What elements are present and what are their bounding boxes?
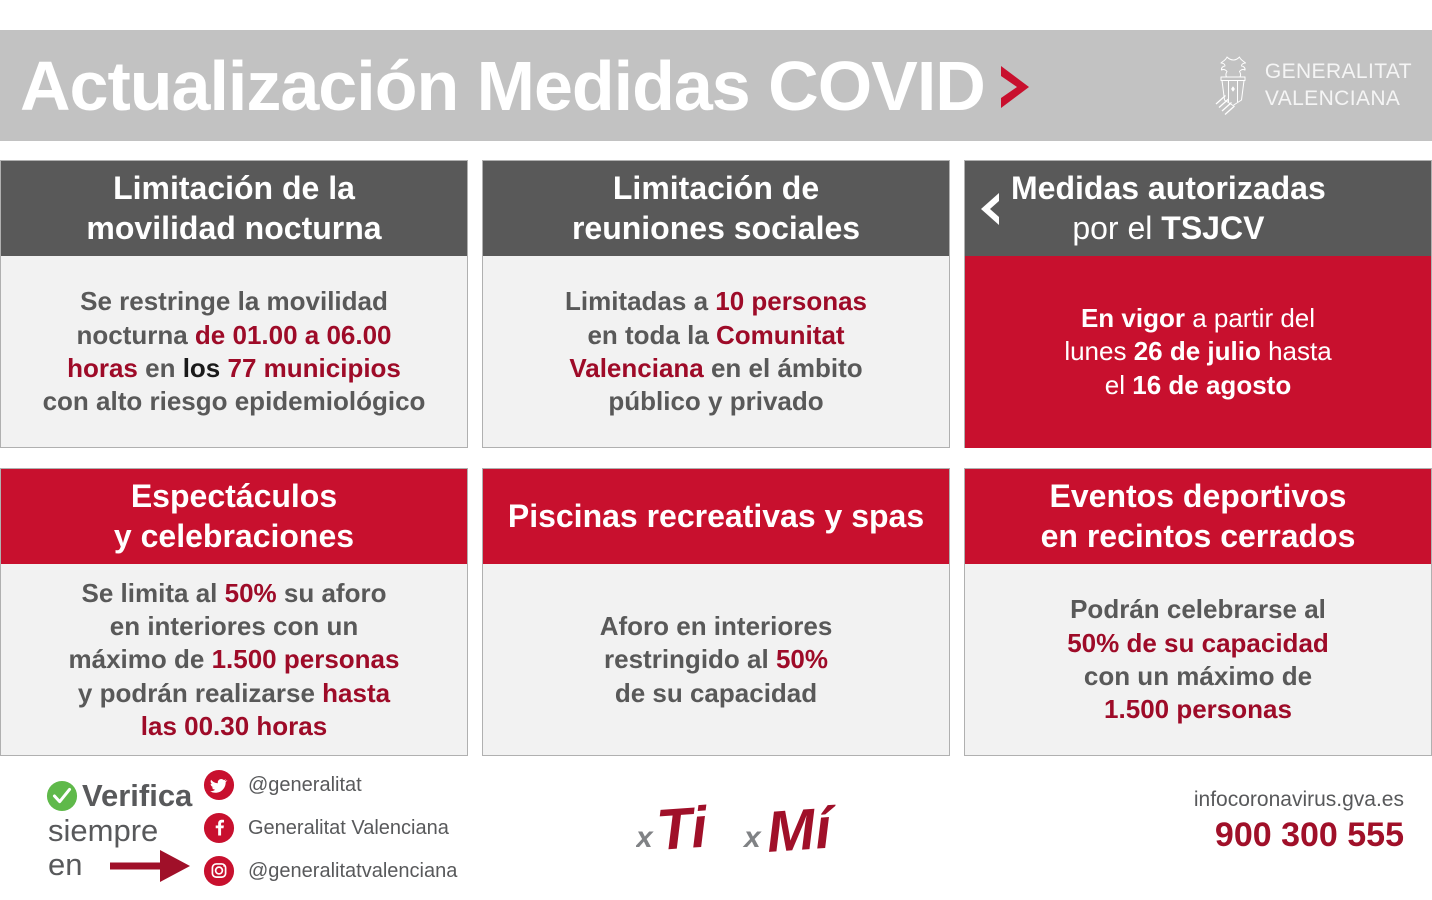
svg-text:x: x: [742, 821, 762, 854]
svg-text:Mí: Mí: [764, 795, 840, 865]
svg-text:Ti: Ti: [654, 794, 711, 862]
svg-text:x: x: [636, 821, 654, 854]
